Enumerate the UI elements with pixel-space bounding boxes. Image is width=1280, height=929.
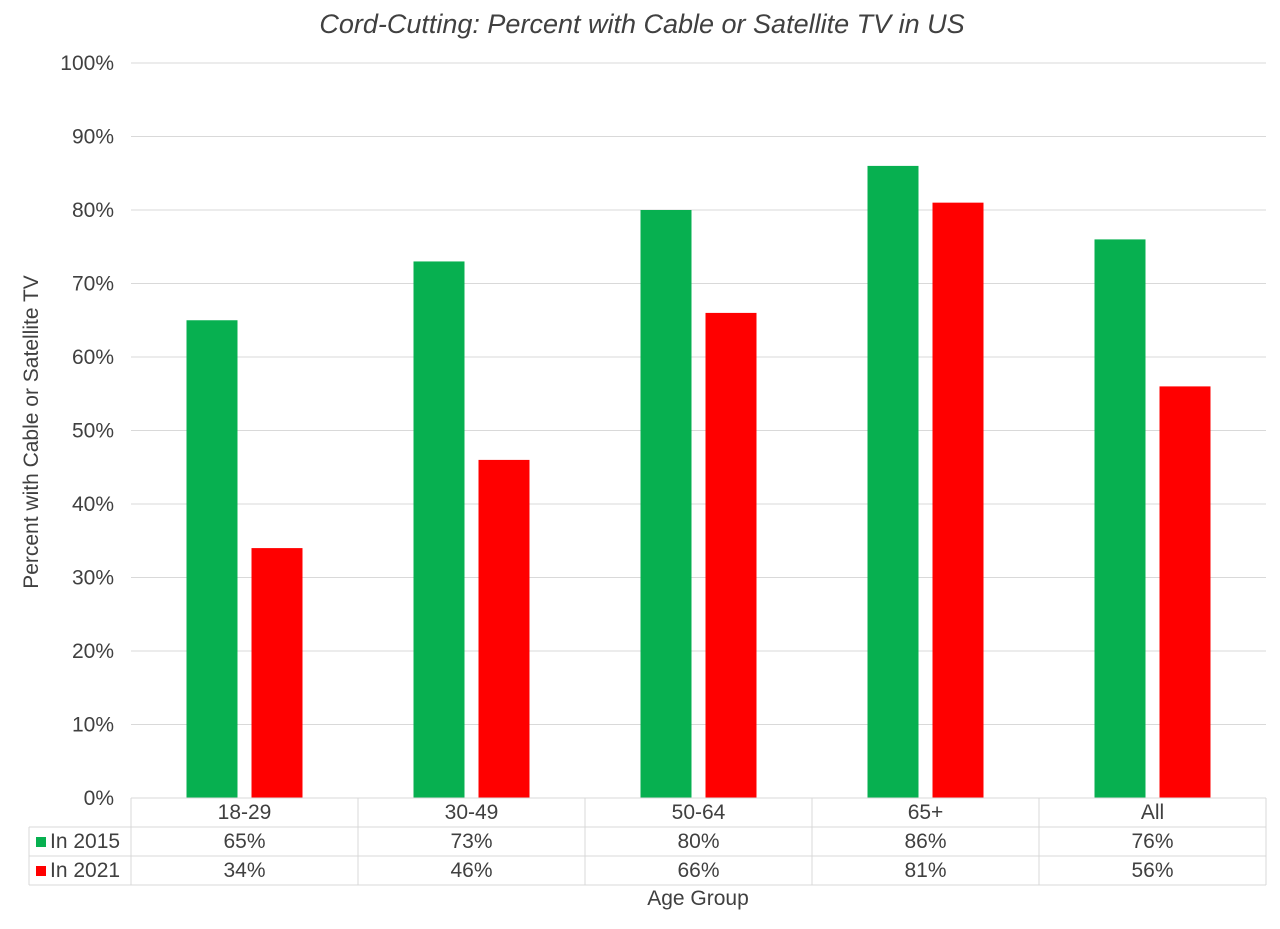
x-tick-label: 18-29 (218, 801, 272, 824)
bar-in-2021-18-29 (251, 548, 303, 798)
y-axis-title: Percent with Cable or Satellite TV (20, 275, 43, 589)
data-label: 73% (450, 830, 492, 853)
y-tick-label: 50% (72, 420, 114, 443)
data-label: 76% (1131, 830, 1173, 853)
x-tick-label: All (1141, 801, 1164, 824)
chart-title: Cord-Cutting: Percent with Cable or Sate… (319, 9, 964, 39)
data-label: 66% (677, 859, 719, 882)
x-tick-label: 30-49 (445, 801, 499, 824)
legend-label: In 2015 (50, 830, 120, 853)
data-label: 34% (223, 859, 265, 882)
data-label: 86% (904, 830, 946, 853)
y-tick-label: 70% (72, 273, 114, 296)
data-label: 81% (904, 859, 946, 882)
bar-in-2015-all (1094, 239, 1146, 798)
data-label: 46% (450, 859, 492, 882)
gridlines (131, 62, 1266, 725)
y-tick-label: 0% (84, 787, 114, 810)
bars (186, 165, 1211, 798)
y-tick-label: 100% (60, 52, 114, 75)
bar-in-2015-18-29 (186, 320, 238, 798)
y-tick-label: 10% (72, 714, 114, 737)
bar-in-2015-50-64 (640, 210, 692, 798)
y-tick-label: 80% (72, 199, 114, 222)
x-axis-title: Age Group (647, 887, 749, 910)
data-label: 65% (223, 830, 265, 853)
bar-in-2021-30-49 (478, 459, 530, 798)
legend-swatch (36, 837, 46, 847)
bar-in-2015-65- (867, 165, 919, 798)
legend-swatch (36, 866, 46, 876)
y-axis-ticks: 0% 10% 20% 30% 40% 50% 60% 70% 80% 90% 100% (60, 52, 114, 810)
data-label: 80% (677, 830, 719, 853)
bar-in-2021-65- (932, 202, 984, 798)
y-tick-label: 60% (72, 346, 114, 369)
y-tick-label: 20% (72, 640, 114, 663)
bar-in-2015-30-49 (413, 261, 465, 798)
bar-in-2021-all (1159, 386, 1211, 798)
data-table: 18-29 30-49 50-64 65+ All In 2015 65% 73% 80% 86%… (28, 797, 1267, 886)
y-tick-label: 30% (72, 567, 114, 590)
y-tick-label: 90% (72, 126, 114, 149)
bar-in-2021-50-64 (705, 312, 757, 798)
legend-label: In 2021 (50, 859, 120, 882)
data-label: 56% (1131, 859, 1173, 882)
y-tick-label: 40% (72, 493, 114, 516)
x-tick-label: 50-64 (672, 801, 726, 824)
x-tick-label: 65+ (908, 801, 944, 824)
